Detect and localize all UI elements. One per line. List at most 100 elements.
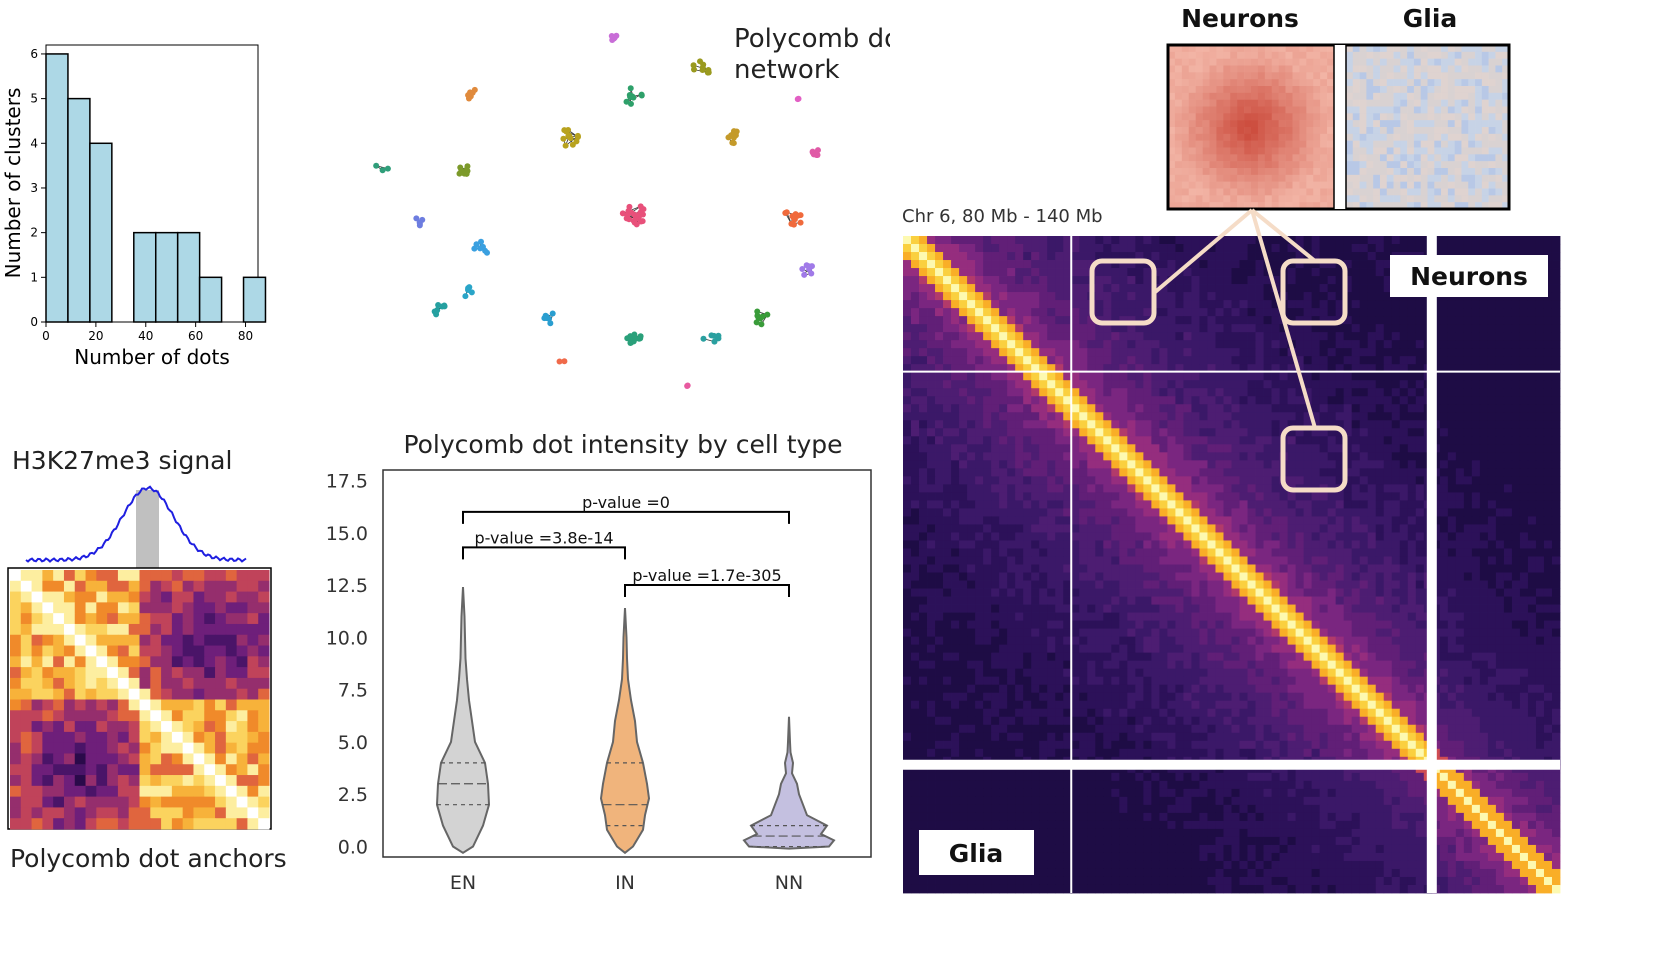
anchor-heatmap-cell: [118, 613, 129, 624]
hic-cell: [983, 468, 991, 476]
hic-cell: [1544, 452, 1552, 460]
hic-cell: [1199, 613, 1207, 621]
hic-cell: [1408, 452, 1416, 460]
hic-cell: [1552, 468, 1560, 476]
hic-cell: [1207, 460, 1215, 468]
hic-cell: [903, 629, 911, 637]
anchor-heatmap-cell: [75, 700, 86, 711]
anchor-heatmap-cell: [226, 624, 237, 635]
hic-cell: [1264, 444, 1272, 452]
hic-cell: [1456, 573, 1464, 581]
hic-cell: [1368, 348, 1376, 356]
hic-cell: [967, 516, 975, 524]
hic-cell: [1191, 548, 1199, 556]
hic-cell: [919, 284, 927, 292]
hic-cell: [1504, 597, 1512, 605]
hic-cell: [1240, 468, 1248, 476]
hic-cell: [1456, 380, 1464, 388]
hic-cell: [1248, 436, 1256, 444]
hic-cell: [1023, 396, 1031, 404]
hic-cell: [1392, 452, 1400, 460]
hic-cell: [1480, 605, 1488, 613]
anchor-heatmap-cell: [237, 570, 248, 581]
hic-cell: [1039, 412, 1047, 420]
hic-cell: [1047, 629, 1055, 637]
network-cluster: [620, 203, 647, 227]
hic-cell: [1256, 260, 1264, 268]
hic-cell: [1191, 324, 1199, 332]
anchor-heatmap-cell: [32, 678, 43, 689]
anchor-heatmap-cell: [226, 667, 237, 678]
hic-cell: [967, 460, 975, 468]
hic-cell: [1007, 484, 1015, 492]
hic-cell: [1103, 556, 1111, 564]
hic-cell: [1103, 420, 1111, 428]
hic-cell: [1488, 621, 1496, 629]
hic-cell: [1360, 300, 1368, 308]
hic-cell: [1544, 236, 1552, 244]
hic-cell: [1183, 460, 1191, 468]
anchor-heatmap-cell: [226, 646, 237, 657]
hic-cell: [1087, 388, 1095, 396]
anchor-heatmap-cell: [53, 689, 64, 700]
hic-cell: [1416, 236, 1424, 244]
hic-cell: [1536, 444, 1544, 452]
hic-cell: [1248, 468, 1256, 476]
hic-cell: [1248, 629, 1256, 637]
anchor-heatmap-cell: [247, 775, 258, 786]
hic-cell: [1207, 332, 1215, 340]
hic-cell: [1360, 613, 1368, 621]
hic-cell: [927, 621, 935, 629]
hic-cell: [1272, 356, 1280, 364]
hic-cell: [1496, 532, 1504, 540]
hic-cell: [927, 524, 935, 532]
hic-cell: [1528, 452, 1536, 460]
hic-cell: [1384, 492, 1392, 500]
anchor-heatmap-cell: [237, 667, 248, 678]
hic-cell: [1015, 524, 1023, 532]
hic-cell: [1416, 396, 1424, 404]
hic-cell: [1368, 284, 1376, 292]
hic-cell: [1232, 500, 1240, 508]
anchor-heatmap-cell: [247, 646, 258, 657]
hic-cell: [975, 268, 983, 276]
hic-cell: [1480, 532, 1488, 540]
hic-cell: [1232, 428, 1240, 436]
hic-cell: [1552, 236, 1560, 244]
anchor-heatmap-cell: [183, 624, 194, 635]
hic-cell: [1127, 268, 1135, 276]
hic-cell: [1496, 597, 1504, 605]
hic-cell: [919, 444, 927, 452]
hic-cell: [1127, 476, 1135, 484]
hic-cell: [1464, 565, 1472, 573]
anchor-heatmap-cell: [140, 602, 151, 613]
hic-cell: [1352, 597, 1360, 605]
hic-cell: [1031, 308, 1039, 316]
hic-cell: [983, 260, 991, 268]
hic-cell: [1416, 581, 1424, 589]
hic-cell: [1047, 637, 1055, 645]
hic-cell: [1304, 436, 1312, 444]
hic-cell: [1344, 581, 1352, 589]
hic-cell: [1544, 589, 1552, 597]
hic-cell: [1087, 444, 1095, 452]
hic-cell: [1552, 388, 1560, 396]
hic-cell: [1159, 476, 1167, 484]
hic-cell: [1288, 581, 1296, 589]
anchor-heatmap-cell: [215, 710, 226, 721]
network-node: [626, 204, 632, 210]
hic-cell: [1360, 581, 1368, 589]
hic-cell: [1464, 524, 1472, 532]
hic-cell: [1031, 492, 1039, 500]
hic-cell: [1456, 556, 1464, 564]
anchor-heatmap-cell: [129, 721, 140, 732]
polycomb-dot-anchors-caption: Polycomb dot anchors: [10, 844, 287, 873]
hic-cell: [1352, 252, 1360, 260]
hic-cell: [1328, 621, 1336, 629]
hic-cell: [919, 308, 927, 316]
hic-cell: [1248, 268, 1256, 276]
hic-cell: [1159, 404, 1167, 412]
hic-cell: [983, 621, 991, 629]
hic-cell: [1248, 404, 1256, 412]
hic-cell: [1135, 597, 1143, 605]
